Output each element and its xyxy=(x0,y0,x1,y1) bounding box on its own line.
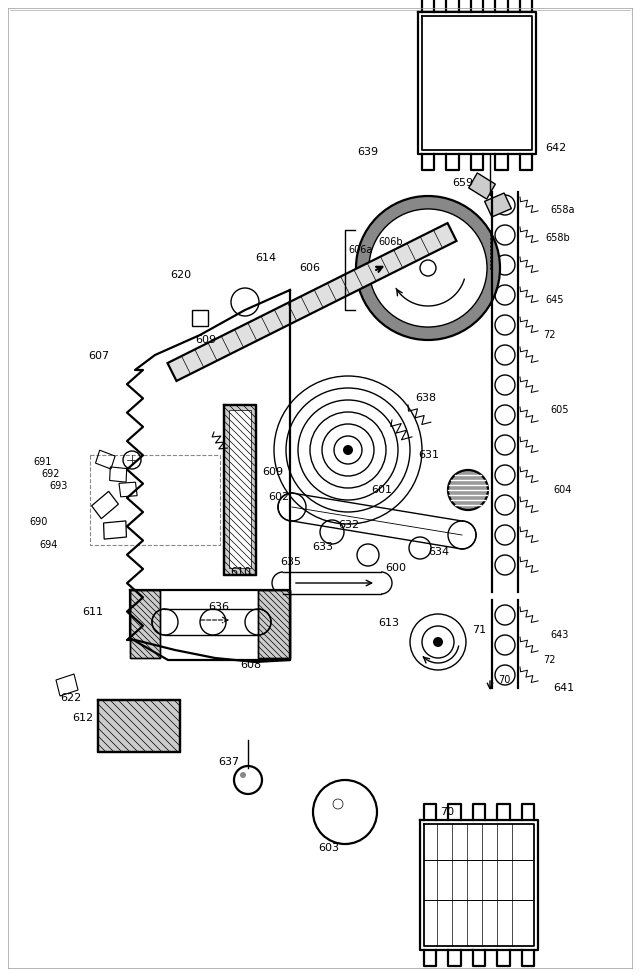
Text: 604: 604 xyxy=(553,485,572,495)
Polygon shape xyxy=(484,193,511,217)
Text: 643: 643 xyxy=(550,630,568,640)
Circle shape xyxy=(433,637,443,647)
Text: 633: 633 xyxy=(312,542,333,552)
Bar xyxy=(258,590,290,658)
Text: 658a: 658a xyxy=(550,205,575,215)
Circle shape xyxy=(356,196,500,340)
Text: 613: 613 xyxy=(378,618,399,628)
Text: 608: 608 xyxy=(240,660,261,670)
Bar xyxy=(229,410,251,568)
Text: 610: 610 xyxy=(230,567,251,577)
Circle shape xyxy=(240,772,246,778)
Bar xyxy=(224,405,256,575)
Text: 611: 611 xyxy=(82,607,103,617)
Text: 622: 622 xyxy=(60,693,81,703)
Text: 70: 70 xyxy=(498,675,510,685)
Text: 638: 638 xyxy=(415,393,436,403)
Text: 658b: 658b xyxy=(545,233,570,243)
Text: 692: 692 xyxy=(42,469,60,479)
Text: 693: 693 xyxy=(50,481,68,491)
Text: 634: 634 xyxy=(428,547,449,557)
Text: 603: 603 xyxy=(318,843,339,853)
Text: 639: 639 xyxy=(357,147,378,157)
Bar xyxy=(130,590,160,658)
Text: 659: 659 xyxy=(452,178,473,188)
Text: 614: 614 xyxy=(255,253,276,263)
Text: 607: 607 xyxy=(88,351,109,361)
Text: 632: 632 xyxy=(338,520,359,530)
Text: 605: 605 xyxy=(550,405,568,415)
Text: 601: 601 xyxy=(371,485,392,495)
Text: 694: 694 xyxy=(40,540,58,550)
Text: 72: 72 xyxy=(543,655,556,665)
Text: 641: 641 xyxy=(553,683,574,693)
Text: 635: 635 xyxy=(280,557,301,567)
Text: 631: 631 xyxy=(418,450,439,460)
Bar xyxy=(90,455,220,545)
Text: 606: 606 xyxy=(299,263,320,273)
Text: 609: 609 xyxy=(195,335,216,345)
Text: 606b: 606b xyxy=(378,237,403,247)
Text: 690: 690 xyxy=(29,517,48,527)
Circle shape xyxy=(448,470,488,510)
Text: 637: 637 xyxy=(218,757,239,767)
Text: 600: 600 xyxy=(385,563,406,573)
Text: 645: 645 xyxy=(545,295,563,305)
Text: 691: 691 xyxy=(34,457,52,467)
Bar xyxy=(192,310,208,326)
Circle shape xyxy=(343,445,353,455)
Text: 70: 70 xyxy=(440,807,454,817)
Polygon shape xyxy=(468,173,495,199)
Text: 620: 620 xyxy=(170,270,191,280)
Text: 642: 642 xyxy=(545,143,566,153)
Text: 72: 72 xyxy=(543,330,556,340)
Text: 71: 71 xyxy=(472,625,486,635)
Text: 609: 609 xyxy=(262,467,283,477)
Circle shape xyxy=(369,209,487,327)
Bar xyxy=(98,700,180,752)
Text: 636: 636 xyxy=(208,602,229,612)
Text: 602: 602 xyxy=(268,492,289,502)
Text: 612: 612 xyxy=(72,713,93,723)
Text: 606a: 606a xyxy=(348,245,372,255)
Polygon shape xyxy=(168,224,456,381)
